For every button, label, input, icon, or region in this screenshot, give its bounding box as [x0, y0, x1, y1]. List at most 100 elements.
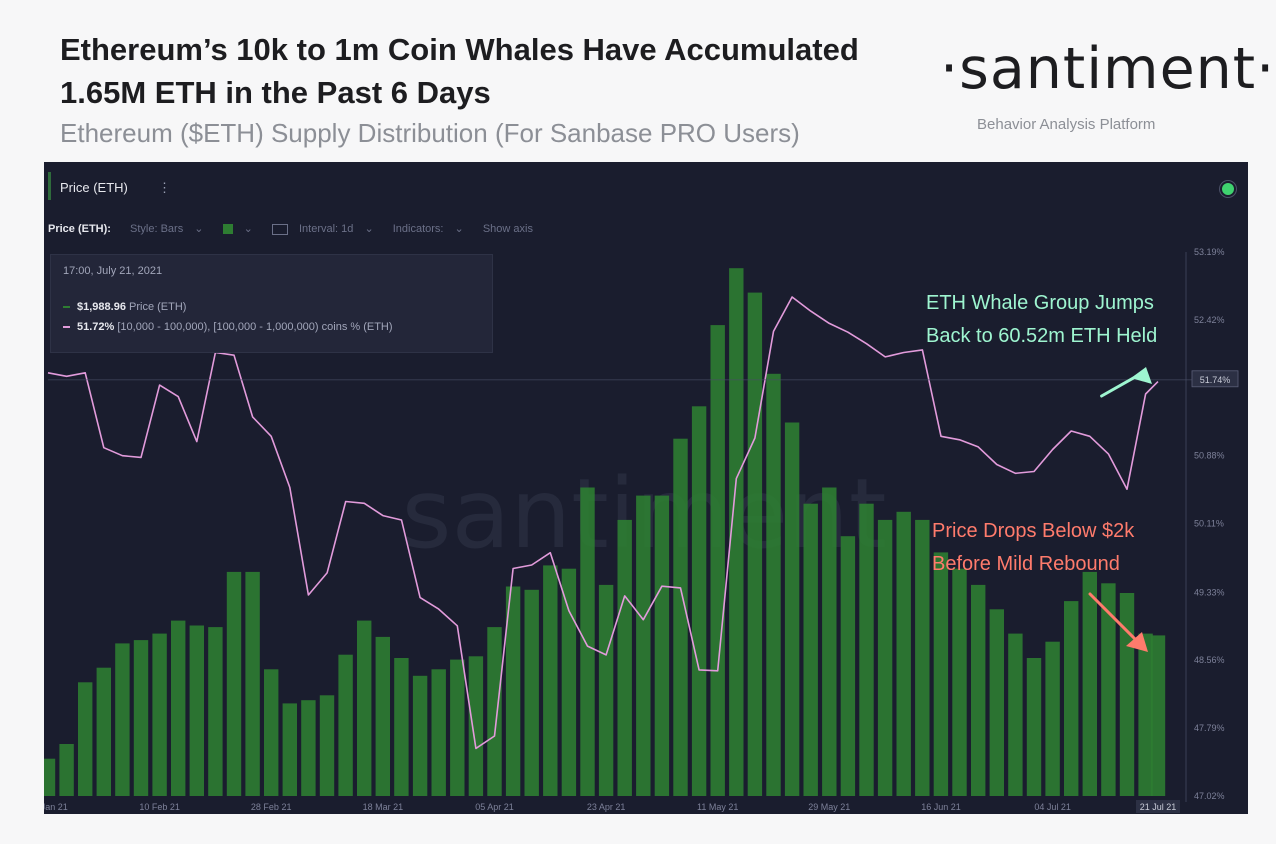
price-bar [226, 571, 242, 796]
price-bar [338, 654, 353, 796]
x-tick-label: 23 Apr 21 [587, 802, 626, 812]
interval-chevron-icon[interactable]: ⌄ [364, 223, 374, 235]
chart-subtitle: Ethereum ($ETH) Supply Distribution (For… [60, 118, 800, 148]
price-bar [375, 636, 390, 796]
panel-title: Price (ETH) [60, 180, 128, 195]
chart-title-text: Ethereum’s 10k to 1m Coin Whales Have Ac… [60, 32, 859, 110]
show-axis-button[interactable]: Show axis [482, 223, 533, 235]
price-annotation-line1: Price Drops Below $2k [932, 520, 1135, 542]
price-bar [487, 627, 502, 796]
price-arrow [1088, 592, 1138, 642]
price-bar [1064, 601, 1079, 796]
brand-tagline: Behavior Analysis Platform [977, 116, 1156, 133]
x-tick-label: 28 Feb 21 [251, 802, 292, 812]
y-tick-label: 51.74% [1200, 375, 1231, 385]
price-bar [282, 703, 297, 796]
price-bar [543, 565, 558, 796]
price-bar [1082, 571, 1097, 796]
color-chevron-icon[interactable]: ⌄ [243, 223, 253, 235]
toolbar-metric-label: Price (ETH): [48, 223, 111, 235]
price-legend-marker [63, 306, 70, 309]
indicators-select[interactable]: Indicators: [392, 223, 444, 235]
price-bar [617, 519, 632, 796]
price-bar [580, 487, 595, 796]
price-bar [412, 675, 428, 796]
whale-arrowhead [1131, 367, 1152, 384]
price-bar [208, 627, 223, 796]
indicators-chevron-icon[interactable]: ⌄ [454, 223, 464, 235]
chart-canvas: santiment53.19%52.42%51.74%50.88%50.11%4… [44, 247, 1239, 813]
price-bar [598, 584, 614, 796]
price-bar [710, 325, 725, 796]
interval-select[interactable]: Interval: 1d [298, 223, 354, 235]
price-bar [915, 519, 930, 796]
price-bar [729, 268, 744, 796]
price-bar [784, 422, 800, 796]
price-bar [691, 406, 707, 796]
price-bar [431, 669, 446, 796]
price-bar [654, 495, 670, 796]
x-tick-label: 23 Jan 21 [44, 802, 68, 812]
chart-panel: santiment53.19%52.42%51.74%50.88%50.11%4… [44, 162, 1248, 814]
price-bar [859, 503, 874, 796]
tooltip-price-label: Price (ETH) [129, 301, 187, 313]
x-tick-label: 11 May 21 [697, 802, 738, 812]
price-bar [59, 744, 74, 796]
tooltip-date: 17:00, July 21, 2021 [63, 265, 163, 277]
price-bar [673, 438, 688, 796]
chart-title: Ethereum’s 10k to 1m Coin Whales Have Ac… [60, 28, 900, 114]
tooltip-supply-value: 51.72% [77, 321, 115, 333]
interval-icon [271, 223, 288, 235]
style-select[interactable]: Style: Bars [130, 223, 184, 235]
price-bar [747, 292, 763, 796]
tooltip-supply-row: 51.72% [10,000 - 100,000), [100,000 - 1,… [63, 321, 393, 333]
y-tick-label: 49.33% [1194, 587, 1225, 597]
price-bar [245, 571, 260, 796]
whale-annotation-line1: ETH Whale Group Jumps [926, 292, 1154, 314]
price-bar [171, 620, 186, 796]
price-bar [152, 633, 167, 796]
x-tick-label: 16 Jun 21 [921, 802, 961, 812]
price-bar [1026, 658, 1042, 796]
price-bar [952, 568, 967, 796]
price-bar [450, 659, 465, 796]
y-tick-label: 48.56% [1194, 655, 1225, 665]
price-bar [78, 682, 93, 796]
price-annotation: Price Drops Below $2k Before Mild Reboun… [932, 515, 1134, 581]
y-tick-label: 50.88% [1194, 451, 1225, 461]
tooltip-supply-label: [10,000 - 100,000), [100,000 - 1,000,000… [117, 321, 393, 333]
panel-header: Price (ETH) ⋮ [44, 162, 1248, 214]
price-bar [636, 495, 651, 796]
y-tick-label: 50.11% [1194, 519, 1224, 529]
price-bar [301, 700, 316, 796]
x-tick-badge [1136, 800, 1180, 813]
price-bar [933, 552, 949, 796]
price-bar [971, 584, 986, 796]
price-annotation-line2: Before Mild Rebound [932, 553, 1120, 575]
price-bar [524, 589, 539, 796]
price-bar [1138, 633, 1153, 796]
price-bar [319, 695, 335, 796]
whale-annotation-line2: Back to 60.52m ETH Held [926, 325, 1158, 347]
price-bar [803, 503, 818, 796]
tooltip-price-value: $1,988.96 [77, 301, 126, 313]
price-bar [822, 487, 837, 796]
price-bar [189, 625, 204, 796]
color-swatch-icon[interactable] [222, 224, 233, 235]
price-bar [44, 758, 56, 796]
price-bar [1008, 633, 1023, 796]
price-bar [468, 656, 484, 796]
price-bar [1150, 635, 1166, 796]
price-bar [115, 643, 130, 796]
supply-line [47, 296, 1159, 750]
more-menu-icon[interactable]: ⋮ [158, 180, 171, 195]
price-bar [840, 536, 856, 796]
y-tick-label: 53.19% [1194, 247, 1225, 257]
tooltip-price-row: $1,988.96 Price (ETH) [63, 301, 186, 313]
style-chevron-icon[interactable]: ⌄ [194, 223, 204, 235]
x-tick-label: 05 Apr 21 [475, 802, 514, 812]
santiment-logo: ·santiment· [940, 36, 1276, 102]
status-dot-icon [1222, 183, 1234, 195]
price-bar [561, 568, 577, 796]
x-tick-label: 18 Mar 21 [363, 802, 404, 812]
